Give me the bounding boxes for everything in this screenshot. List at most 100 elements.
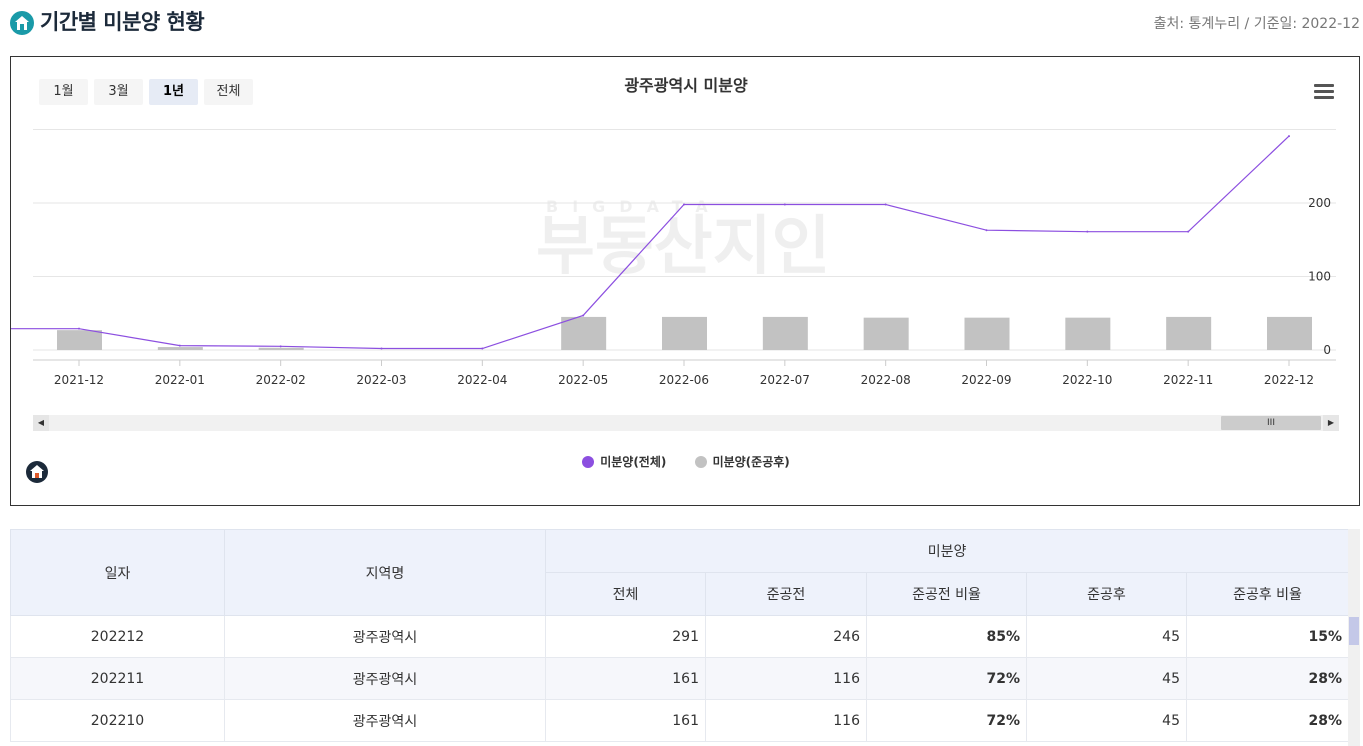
x-tick-label: 2022-09 [961, 373, 1011, 387]
cell-total: 291 [545, 615, 706, 658]
point-total [683, 203, 685, 206]
header-after-completion: 준공후 [1026, 572, 1187, 616]
cell-after: 45 [1026, 657, 1187, 700]
cell-date: 202212 [10, 615, 225, 658]
watermark-top: BIGDATA [546, 197, 722, 216]
cell-total: 161 [545, 699, 706, 742]
header-total: 전체 [545, 572, 706, 616]
point-total [78, 327, 80, 330]
bar-after-completion [863, 317, 909, 350]
cell-after-ratio: 28% [1185, 657, 1350, 700]
range-button-1y[interactable]: 1년 [149, 79, 198, 105]
point-total [884, 203, 887, 206]
cell-region: 광주광역시 [224, 615, 546, 658]
table-scrollbar-thumb[interactable] [1349, 617, 1359, 645]
legend-item-after[interactable]: 미분양(준공후) [694, 452, 790, 472]
cell-date: 202210 [10, 699, 225, 742]
header-unsold-group: 미분양 [544, 529, 1350, 573]
cell-date: 202211 [10, 657, 225, 700]
x-tick-label: 2022-10 [1062, 373, 1112, 387]
legend-item-total[interactable]: 미분양(전체) [582, 452, 666, 472]
cell-before-ratio: 72% [866, 657, 1027, 700]
page-header: 기간별 미분양 현황 출처: 통계누리 / 기준일: 2022-12 [10, 8, 1360, 38]
table-row: 202212 광주광역시 291 246 85% 45 15% [10, 615, 1350, 658]
legend-dot-after [694, 456, 707, 468]
cell-before: 246 [705, 615, 867, 658]
chart-menu-hamburger-icon[interactable] [1309, 81, 1339, 105]
legend-label-after: 미분양(준공후) [712, 455, 790, 469]
chart-legend: 미분양(전체) 미분양(준공후) [11, 452, 1361, 472]
chart-title: 광주광역시 미분양 [624, 76, 748, 95]
page-title: 기간별 미분양 현황 [40, 10, 205, 34]
line-total [11, 135, 1290, 350]
bar-after-completion [258, 347, 304, 350]
scroll-left-arrow-icon[interactable]: ◀ [33, 415, 49, 431]
range-button-all[interactable]: 전체 [204, 79, 253, 105]
point-total [178, 344, 181, 347]
unsold-data-table: 일자 지역명 미분양 전체 준공전 준공전 비율 준공후 준공후 비율 2022… [10, 529, 1350, 742]
point-total [481, 347, 484, 350]
point-total [1187, 230, 1190, 233]
x-tick-label: 2022-11 [1163, 373, 1213, 387]
bar-after-completion [964, 317, 1010, 350]
cell-total: 161 [545, 657, 706, 700]
y-tick-label: 0 [1323, 343, 1331, 357]
scroll-right-arrow-icon[interactable]: ▶ [1323, 415, 1339, 431]
y-tick-label: 200 [1308, 196, 1331, 210]
bar-after-completion [1065, 317, 1111, 350]
cell-before: 116 [705, 699, 867, 742]
chart-plot-area: 0 100 200 2021-12 2022-01 2022-02 2022-03 2022-… [11, 129, 1336, 387]
point-total [783, 203, 786, 206]
x-tick-label: 2021-12 [54, 373, 104, 387]
watermark-main: 부동산지인 [536, 210, 831, 284]
point-total [985, 229, 988, 232]
cell-before-ratio: 72% [866, 699, 1027, 742]
bar-after-completion [662, 316, 707, 350]
cell-region: 광주광역시 [224, 699, 546, 742]
header-before-ratio: 준공전 비율 [866, 572, 1027, 616]
cell-before: 116 [705, 657, 867, 700]
legend-label-total: 미분양(전체) [600, 455, 667, 469]
range-button-3m[interactable]: 3월 [94, 79, 143, 105]
cell-after: 45 [1026, 699, 1187, 742]
header-after-ratio: 준공후 비율 [1185, 572, 1350, 616]
table-row: 202210 광주광역시 161 116 72% 45 28% [10, 699, 1350, 742]
y-tick-label: 100 [1308, 270, 1331, 284]
scrollbar-thumb[interactable]: III [1221, 416, 1321, 430]
point-total [1086, 230, 1089, 233]
home-logo-icon [10, 11, 34, 35]
cell-region: 광주광역시 [224, 657, 546, 700]
source-note: 출처: 통계누리 / 기준일: 2022-12 [1153, 16, 1360, 32]
legend-dot-total [582, 456, 595, 468]
header-before-completion: 준공전 [705, 572, 867, 616]
header-date: 일자 [10, 529, 225, 616]
chart-navigator-scrollbar[interactable]: ◀ III ▶ [33, 415, 1339, 431]
table-row: 202211 광주광역시 161 116 72% 45 28% [10, 657, 1350, 700]
cell-after-ratio: 28% [1185, 699, 1350, 742]
x-tick-label: 2022-12 [1264, 373, 1314, 387]
x-tick-label: 2022-01 [155, 373, 205, 387]
x-tick-label: 2022-08 [861, 373, 911, 387]
cell-after-ratio: 15% [1185, 615, 1350, 658]
point-total [279, 345, 282, 348]
x-tick-label: 2022-03 [356, 373, 406, 387]
header-region: 지역명 [224, 529, 546, 616]
site-logo-icon[interactable] [26, 461, 48, 483]
range-button-1m[interactable]: 1월 [39, 79, 88, 105]
cell-before-ratio: 85% [866, 615, 1027, 658]
x-tick-label: 2022-06 [659, 373, 709, 387]
x-tick-label: 2022-04 [457, 373, 507, 387]
point-total [582, 314, 585, 317]
x-tick-label: 2022-07 [760, 373, 810, 387]
bar-after-completion [57, 330, 102, 350]
bar-after-completion [762, 316, 808, 350]
x-tick-label: 2022-02 [256, 373, 306, 387]
bar-after-completion [1166, 316, 1212, 350]
cell-after: 45 [1026, 615, 1187, 658]
bar-after-completion [561, 316, 607, 350]
bar-after-completion [157, 347, 203, 350]
point-total [380, 347, 383, 350]
table-scrollbar[interactable] [1348, 529, 1360, 746]
bar-after-completion [1267, 316, 1312, 350]
x-tick-label: 2022-05 [558, 373, 608, 387]
